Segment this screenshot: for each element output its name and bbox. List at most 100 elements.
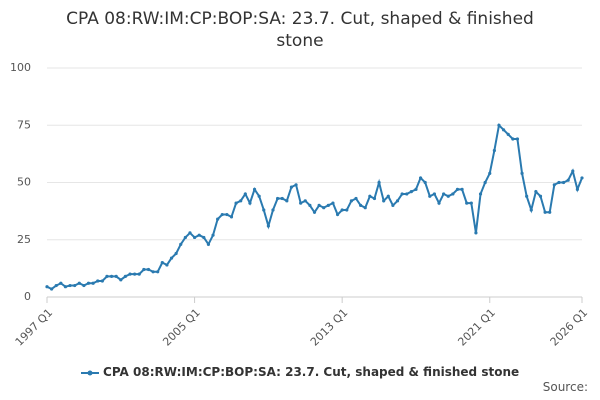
y-tick-label: 0 [24,290,31,303]
data-point [179,242,183,246]
data-point [73,283,77,288]
chart-title: CPA 08:RW:IM:CP:BOP:SA: 23.7. Cut, shape… [66,9,534,51]
source: Source: [542,380,588,394]
data-point [488,171,492,175]
data-point [377,180,381,185]
data-point [229,215,234,219]
data-point [418,176,423,180]
data-point [63,285,68,289]
data-point [575,187,579,191]
x-tick-label: 2021 Q1 [455,306,498,349]
data-point [492,148,496,153]
data-point [400,192,404,196]
y-tick-label: 100 [10,61,31,74]
data-point [455,187,460,191]
data-point [276,196,280,201]
data-point [561,180,566,185]
data-point [382,199,386,203]
x-tick-label: 2005 Q1 [160,306,203,349]
data-point [501,128,506,132]
data-point [119,278,123,282]
data-point [446,194,450,198]
x-tick-label: 2026 Q1 [548,306,591,349]
y-tick-label: 50 [17,176,31,189]
data-point [197,233,201,237]
data-point [525,194,529,198]
data-point [243,192,247,196]
data-point [534,190,538,194]
data-point [483,180,487,185]
data-point [437,201,441,205]
data-point [386,194,390,198]
data-point [368,194,372,198]
data-point [206,242,211,246]
legend-label: CPA 08:RW:IM:CP:BOP:SA: 23.7. Cut, shape… [103,365,520,379]
y-tick-label: 25 [17,233,31,246]
data-point [442,192,446,196]
data-point [566,178,570,182]
data-point [96,279,100,283]
data-point [68,283,72,288]
data-point [54,283,58,288]
data-point [142,267,146,272]
data-point [451,192,455,196]
data-point [465,201,469,205]
data-point [552,183,556,187]
data-point [220,212,224,217]
x-tick-label: 1997 Q1 [13,306,56,349]
series-line [46,123,583,291]
data-point [137,272,141,276]
data-point [432,192,437,196]
data-point [192,235,197,240]
data-point [146,267,151,272]
data-point [257,194,261,198]
data-point [354,196,358,201]
data-point [156,270,160,274]
data-point [511,137,515,141]
data-point [280,196,284,201]
data-point [359,203,363,207]
data-point [109,274,114,278]
data-point [289,185,294,189]
data-point [529,208,533,212]
data-point [469,201,473,205]
y-tick-label: 75 [17,118,31,131]
data-point [497,123,501,127]
data-point [252,187,257,191]
data-point [285,199,289,203]
legend-swatch [80,370,99,375]
data-point [538,194,543,198]
data-point [335,212,340,217]
data-point [202,235,206,240]
data-point [77,281,81,285]
data-point [183,235,187,240]
data-point [188,231,192,235]
data-point [478,192,483,196]
data-point [363,206,367,210]
data-point [216,217,220,221]
data-point [151,270,155,274]
data-point [372,196,377,201]
data-point [515,137,520,141]
data-point [211,233,215,237]
data-point [345,208,349,212]
data-point [294,183,298,187]
data-point [225,212,229,217]
data-point [331,201,335,205]
data-point [340,208,344,212]
data-point [266,224,270,228]
data-point [308,203,312,207]
data-point [395,199,400,203]
data-point [391,203,395,207]
data-point [59,281,63,285]
data-point [133,272,137,276]
data-point [474,231,478,235]
data-point [409,190,413,194]
data-point [239,199,243,203]
data-point [100,279,104,283]
data-point [428,194,432,198]
data-point [349,199,353,203]
data-point [543,210,547,214]
data-point [322,206,326,210]
